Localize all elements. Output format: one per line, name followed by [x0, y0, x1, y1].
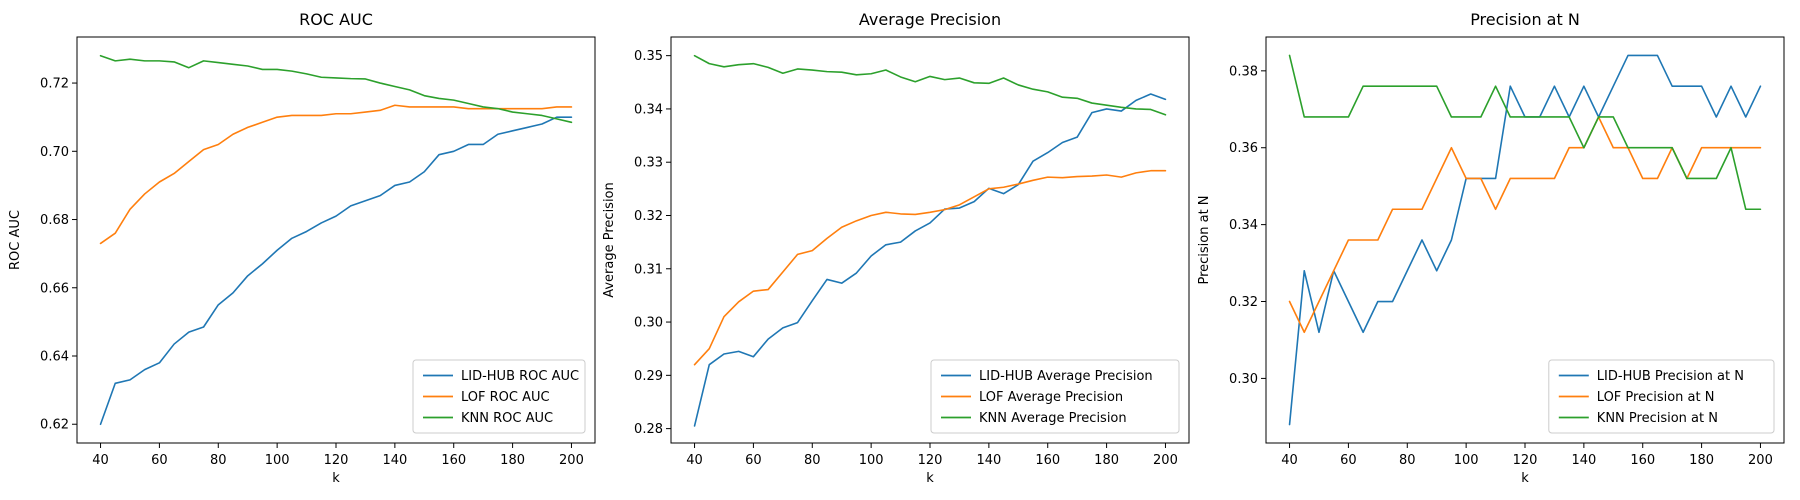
x-axis-label: k — [1521, 471, 1529, 486]
x-tick-label: 40 — [92, 453, 109, 468]
legend-label: KNN Precision at N — [1597, 411, 1718, 426]
y-axis-label: ROC AUC — [8, 210, 23, 270]
x-tick-label: 120 — [324, 453, 349, 468]
legend-label: LOF Precision at N — [1597, 390, 1715, 405]
y-tick-label: 0.31 — [634, 262, 663, 277]
x-tick-label: 120 — [918, 453, 943, 468]
y-tick-label: 0.62 — [40, 418, 69, 433]
y-tick-label: 0.35 — [634, 49, 663, 64]
y-tick-label: 0.64 — [40, 350, 69, 365]
chart-title: Precision at N — [1470, 10, 1580, 29]
x-tick-label: 40 — [686, 453, 703, 468]
x-tick-label: 160 — [1630, 453, 1655, 468]
y-tick-label: 0.30 — [1229, 372, 1258, 387]
y-tick-label: 0.28 — [634, 422, 663, 437]
chart-panel-2: Average Precision 40 60 80 100 120 140 160 180 20… — [602, 10, 1190, 486]
x-tick-label: 200 — [1748, 453, 1773, 468]
y-tick-label: 0.36 — [1229, 141, 1258, 156]
series-line-2 — [693, 169, 1167, 366]
legend-label: KNN Average Precision — [979, 411, 1127, 426]
legend-label: LID-HUB Average Precision — [979, 369, 1153, 384]
y-tick-label: 0.68 — [40, 213, 69, 228]
series-line-3 — [1288, 54, 1762, 211]
x-tick-label: 180 — [500, 453, 525, 468]
chart-title: ROC AUC — [299, 10, 373, 29]
y-axis-label: Average Precision — [602, 182, 617, 298]
x-tick-label: 100 — [265, 453, 290, 468]
y-tick-label: 0.72 — [40, 77, 69, 92]
x-tick-label: 80 — [1399, 453, 1416, 468]
x-tick-label: 60 — [745, 453, 762, 468]
legend-label: LID-HUB ROC AUC — [461, 369, 579, 384]
legend: LID-HUB Precision at N LOF Precision at N… — [1548, 359, 1775, 434]
series-line-1 — [693, 93, 1167, 427]
x-tick-label: 160 — [1035, 453, 1060, 468]
legend-label: LID-HUB Precision at N — [1597, 369, 1744, 384]
y-axis-label: Precision at N — [1197, 195, 1212, 284]
legend-box — [412, 359, 586, 434]
x-tick-label: 160 — [441, 453, 466, 468]
legend-label: LOF ROC AUC — [461, 390, 550, 405]
legend-box — [930, 359, 1180, 434]
x-tick-label: 100 — [859, 453, 884, 468]
series-line-3 — [693, 54, 1167, 116]
y-tick-label: 0.30 — [634, 316, 663, 331]
x-axis-label: k — [926, 471, 934, 486]
x-tick-label: 200 — [559, 453, 584, 468]
x-tick-label: 140 — [1571, 453, 1596, 468]
y-tick-label: 0.70 — [40, 145, 69, 160]
x-tick-label: 40 — [1281, 453, 1298, 468]
x-tick-label: 200 — [1153, 453, 1178, 468]
y-tick-label: 0.32 — [634, 209, 663, 224]
legend: LID-HUB Average Precision LOF Average Pre… — [930, 359, 1180, 434]
x-tick-label: 100 — [1454, 453, 1479, 468]
y-tick-label: 0.34 — [634, 102, 663, 117]
legend-label: LOF Average Precision — [979, 390, 1123, 405]
y-tick-label: 0.29 — [634, 369, 663, 384]
x-tick-label: 140 — [382, 453, 407, 468]
x-axis-label: k — [332, 471, 340, 486]
x-tick-label: 80 — [804, 453, 821, 468]
chart-panel-3: Precision at N 40 60 80 100 120 140 160 180 200 0.… — [1197, 10, 1785, 486]
chart-panel-1: ROC AUC 40 60 80 100 120 140 160 180 200 0.62 0.64 0… — [8, 10, 596, 486]
x-tick-label: 180 — [1689, 453, 1714, 468]
y-tick-label: 0.38 — [1229, 64, 1258, 79]
series-line-1 — [99, 116, 573, 426]
y-tick-label: 0.34 — [1229, 218, 1258, 233]
x-tick-label: 60 — [1340, 453, 1357, 468]
x-tick-label: 60 — [151, 453, 168, 468]
y-tick-label: 0.33 — [634, 156, 663, 171]
chart-title: Average Precision — [859, 10, 1001, 29]
x-tick-label: 80 — [210, 453, 227, 468]
legend: LID-HUB ROC AUC LOF ROC AUC KNN ROC AUC — [412, 359, 586, 434]
legend-box — [1548, 359, 1775, 434]
x-tick-label: 120 — [1513, 453, 1538, 468]
x-tick-label: 140 — [976, 453, 1001, 468]
series-line-3 — [99, 54, 573, 124]
y-tick-label: 0.66 — [40, 281, 69, 296]
y-tick-label: 0.32 — [1229, 295, 1258, 310]
legend-label: KNN ROC AUC — [461, 411, 553, 426]
x-tick-label: 180 — [1094, 453, 1119, 468]
